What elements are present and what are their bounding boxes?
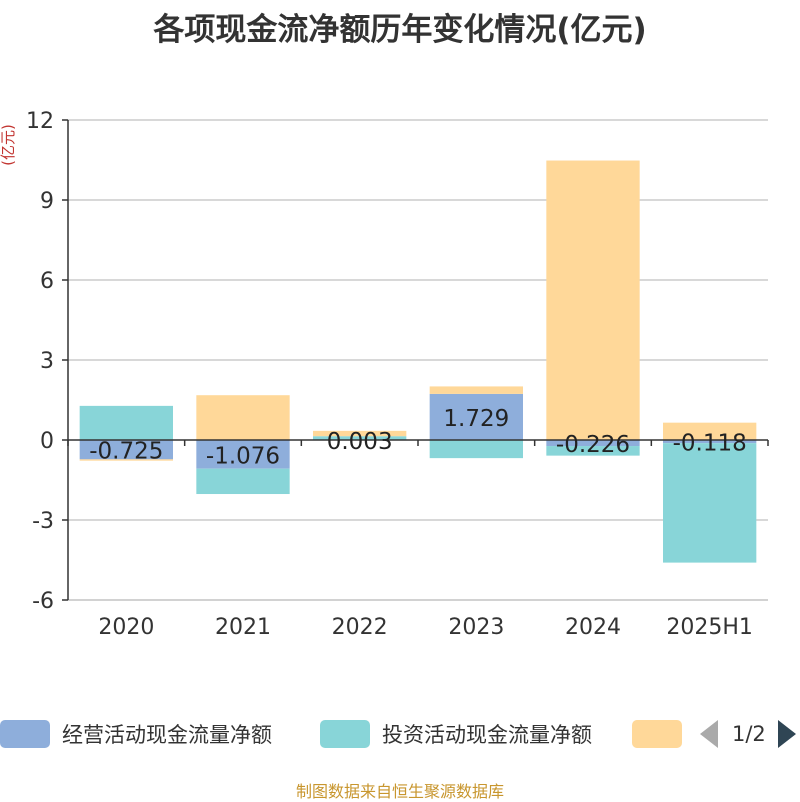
legend: 经营活动现金流量净额 投资活动现金流量净额 1/2 — [0, 712, 800, 756]
bar-1-2020[interactable] — [79, 405, 173, 440]
x-tick-label: 2022 — [332, 615, 388, 640]
bar-2-2023[interactable] — [429, 386, 523, 394]
source-note: 制图数据来自恒生聚源数据库 — [295, 782, 504, 801]
bar-2-2022[interactable] — [313, 430, 407, 437]
bar-2-2025H1[interactable] — [663, 422, 757, 440]
legend-item-financing[interactable] — [632, 712, 682, 756]
legend-label-investing: 投资活动现金流量净额 — [382, 723, 592, 747]
y-tick-label: 12 — [26, 109, 54, 134]
legend-label-operating: 经营活动现金流量净额 — [62, 723, 272, 747]
data-label-2023: 1.729 — [443, 406, 509, 432]
bar-0-2023[interactable] — [429, 393, 523, 440]
bar-1-2022[interactable] — [313, 436, 407, 440]
legend-swatch-financing — [632, 720, 682, 748]
x-tick-label: 2023 — [448, 615, 504, 640]
x-tick-label: 2025H1 — [666, 615, 753, 640]
bar-2-2021[interactable] — [196, 395, 290, 440]
bar-layer — [79, 160, 757, 563]
y-axis-label: (亿元) — [0, 124, 17, 166]
y-tick-label: 0 — [40, 429, 54, 454]
data-label-2022: 0.003 — [327, 429, 393, 455]
bar-1-2025H1[interactable] — [663, 443, 757, 563]
data-label-2020: -0.725 — [89, 439, 163, 465]
legend-item-investing[interactable]: 投资活动现金流量净额 — [320, 712, 592, 756]
axis-layer: -6 -3 0 3 6 9 12 2020 2021 2022 2023 2024 2025H1 — [26, 109, 769, 640]
legend-page-indicator: 1/2 — [732, 722, 766, 746]
bar-1-2021[interactable] — [196, 468, 290, 495]
y-tick-label: 3 — [40, 349, 54, 374]
y-tick-label: 9 — [40, 189, 54, 214]
y-tick-label: -6 — [32, 589, 54, 614]
chart-title: 各项现金流净额历年变化情况(亿元) — [153, 12, 647, 48]
bar-0-2021[interactable] — [196, 440, 290, 469]
grid-lines — [68, 119, 768, 601]
bar-2-2020[interactable] — [79, 459, 173, 461]
legend-next-arrow-icon[interactable] — [777, 720, 796, 748]
legend-item-operating[interactable]: 经营活动现金流量净额 — [0, 712, 272, 756]
bar-0-2025H1[interactable] — [663, 440, 757, 444]
bar-1-2024[interactable] — [546, 446, 640, 456]
legend-swatch-operating — [0, 720, 50, 748]
data-label-2021: -1.076 — [206, 443, 280, 469]
stacked-bar-chart: -6 -3 0 3 6 9 12 2020 2021 2022 2023 2024 2025H1 -0.… — [0, 109, 769, 640]
bar-0-2024[interactable] — [546, 440, 640, 447]
legend-swatch-investing — [320, 720, 370, 748]
bar-1-2023[interactable] — [429, 440, 523, 459]
data-label-2025H1: -0.118 — [673, 431, 747, 457]
bar-2-2024[interactable] — [546, 160, 640, 441]
x-tick-label: 2020 — [98, 615, 154, 640]
bar-0-2020[interactable] — [79, 440, 173, 460]
legend-prev-arrow-icon[interactable] — [700, 720, 718, 748]
y-tick-label: 6 — [40, 269, 54, 294]
x-tick-label: 2024 — [565, 615, 621, 640]
data-label-layer: -0.725 -1.076 0.003 1.729 -0.226 -0.118 — [89, 406, 746, 469]
legend-pager: 1/2 — [700, 712, 796, 756]
y-tick-label: -3 — [32, 509, 54, 534]
x-tick-label: 2021 — [215, 615, 271, 640]
data-label-2024: -0.226 — [556, 432, 630, 458]
